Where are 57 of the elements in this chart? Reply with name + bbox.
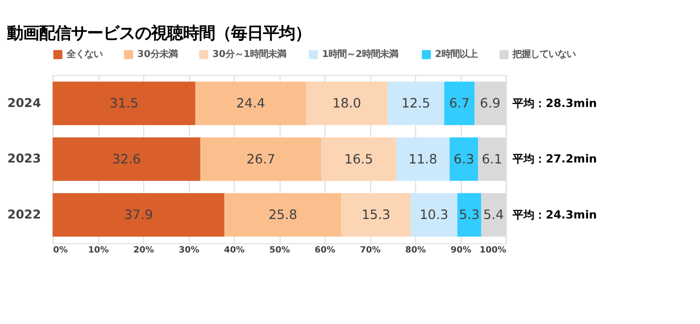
y-tick-label: 2022 (7, 207, 41, 222)
bar (457, 193, 482, 237)
data-label: 10.3 (420, 208, 448, 224)
x-tick-label: 10% (88, 245, 110, 256)
data-label: 6.1 (482, 152, 502, 168)
chart-title: 動画配信サービスの視聴時間（毎日平均） (6, 24, 311, 43)
bar (52, 82, 196, 126)
y-tick-label: 2024 (7, 96, 41, 110)
legend-label: 30分未満 (137, 49, 178, 60)
text: 平均：24.3min (512, 208, 597, 222)
bar (52, 193, 224, 237)
data-label: 37.9 (124, 208, 153, 224)
x-tick-label: 90% (450, 245, 472, 256)
legend-label: 2時間以上 (435, 49, 478, 60)
text: 平均：27.2min (512, 152, 597, 166)
x-tick-label: 70% (360, 245, 381, 256)
data-label: 24.4 (236, 96, 266, 112)
legend-label: 1時間～2時間未満 (322, 49, 398, 60)
data-label: 16.5 (344, 152, 374, 168)
bar (444, 82, 475, 126)
x-tick-label: 20% (133, 245, 154, 256)
y-tick-label: 2023 (7, 152, 41, 166)
bar (200, 137, 322, 181)
x-tick-label: 50% (269, 245, 290, 256)
x-tick-label: 80% (405, 245, 426, 256)
bar (410, 193, 458, 237)
data-label: 32.6 (112, 152, 141, 168)
x-tick-label: 100% (480, 245, 507, 256)
x-tick-label: 60% (314, 245, 336, 256)
data-label: 5.4 (483, 208, 504, 224)
x-tick-label: 30% (178, 245, 200, 256)
data-label: 31.5 (110, 96, 138, 112)
data-label: 5.3 (459, 208, 480, 224)
text: 平均：28.3min (512, 96, 597, 110)
data-label: 18.0 (332, 96, 362, 112)
legend-label: 全くない (65, 49, 102, 60)
data-label: 6.3 (454, 152, 474, 168)
bar (341, 193, 411, 237)
data-label: 11.8 (408, 152, 438, 168)
legend-label: 30分～1時間未満 (212, 49, 286, 60)
data-label: 12.5 (401, 96, 430, 112)
bar (450, 137, 478, 181)
x-tick-label: 40% (224, 245, 246, 256)
bar (396, 137, 450, 181)
x-tick-label: 0% (53, 245, 68, 256)
bar (321, 137, 396, 181)
bar (195, 82, 306, 126)
bar (388, 82, 444, 126)
data-label: 6.7 (449, 96, 470, 112)
bar (224, 193, 342, 237)
bar (306, 82, 388, 126)
legend-label: 把握していない (512, 49, 576, 60)
bar (52, 137, 200, 181)
data-label: 25.8 (268, 208, 298, 224)
data-label: 26.7 (246, 152, 276, 168)
data-label: 6.9 (480, 96, 500, 112)
data-label: 15.3 (362, 208, 390, 224)
